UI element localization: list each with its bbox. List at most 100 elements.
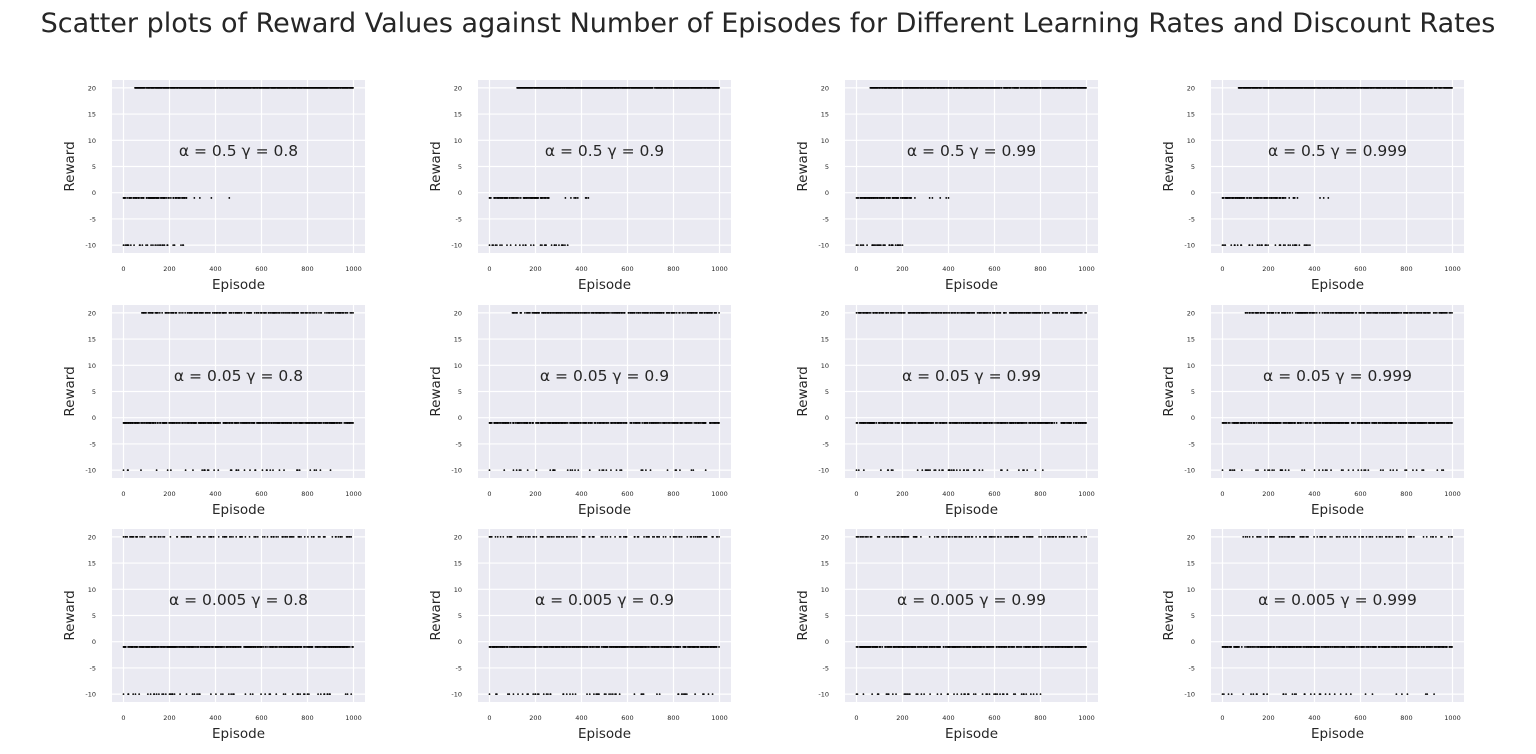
data-point: [662, 311, 665, 314]
data-point: [945, 311, 948, 314]
data-point: [165, 422, 168, 424]
data-point: [1023, 311, 1026, 314]
data-point: [272, 469, 274, 472]
data-point: [855, 311, 858, 314]
x-tick-label: 0: [121, 490, 125, 498]
data-point: [228, 422, 231, 424]
data-point: [1265, 244, 1268, 247]
data-point: [1065, 422, 1068, 424]
data-point: [1406, 311, 1409, 314]
data-point: [1017, 86, 1020, 89]
data-point: [279, 422, 281, 424]
data-point: [1442, 469, 1445, 472]
data-point: [243, 311, 246, 314]
data-point: [666, 469, 669, 472]
data-point: [181, 422, 184, 424]
series-reward--10: [855, 469, 1044, 472]
data-point: [862, 469, 865, 472]
data-point: [1237, 422, 1240, 424]
data-point: [564, 244, 566, 247]
data-point: [164, 197, 166, 199]
data-point: [197, 535, 199, 538]
data-point: [607, 422, 610, 424]
data-point: [1425, 422, 1428, 424]
series-reward--10: [855, 244, 904, 247]
data-point: [1300, 422, 1303, 424]
data-point: [1283, 197, 1286, 199]
data-point: [889, 197, 891, 199]
data-point: [518, 197, 520, 199]
y-tick-label: 20: [88, 533, 96, 541]
data-point: [899, 244, 902, 247]
data-point: [1085, 311, 1087, 314]
parameter-annotation: α = 0.5 γ = 0.99: [907, 142, 1036, 160]
data-point: [550, 244, 553, 247]
data-point: [302, 422, 305, 424]
x-tick-label: 200: [1262, 265, 1274, 273]
data-point: [1431, 86, 1434, 89]
data-point: [1395, 422, 1398, 424]
data-point: [999, 311, 1002, 314]
series-reward--10: [488, 469, 707, 472]
data-point: [580, 422, 582, 424]
data-point: [868, 311, 871, 314]
data-point: [509, 422, 512, 424]
y-tick-label: 20: [88, 309, 96, 317]
data-point: [1268, 469, 1271, 472]
data-point: [619, 469, 622, 472]
data-point: [603, 422, 606, 424]
data-point: [140, 469, 142, 472]
data-point: [978, 469, 981, 472]
data-point: [179, 422, 181, 424]
data-point: [1005, 311, 1007, 314]
data-point: [1284, 244, 1286, 247]
data-point: [488, 244, 491, 247]
data-point: [541, 244, 543, 247]
data-point: [198, 197, 201, 199]
data-point: [1420, 311, 1423, 314]
data-point: [1314, 311, 1316, 314]
data-point: [1321, 311, 1324, 314]
data-point: [518, 469, 521, 472]
data-point: [565, 422, 568, 424]
data-point: [956, 422, 959, 424]
data-point: [1367, 469, 1370, 472]
data-point: [581, 311, 584, 314]
y-tick-label: 5: [92, 163, 96, 171]
data-point: [693, 311, 696, 314]
data-point: [182, 244, 185, 247]
x-tick-label: 1000: [1444, 490, 1461, 498]
data-point: [283, 311, 285, 314]
data-point: [891, 422, 894, 424]
data-point: [492, 244, 495, 247]
y-tick-label: 0: [1191, 189, 1195, 197]
data-point: [895, 311, 897, 314]
y-tick-label: 15: [821, 111, 829, 119]
data-point: [1342, 422, 1345, 424]
data-point: [1363, 469, 1366, 472]
data-point: [879, 422, 881, 424]
data-point: [927, 469, 930, 472]
data-point: [1330, 469, 1332, 472]
data-point: [139, 535, 141, 538]
data-point: [1309, 244, 1311, 247]
data-point: [1000, 86, 1003, 89]
data-point: [937, 422, 939, 424]
data-point: [519, 197, 522, 199]
data-point: [539, 244, 542, 247]
data-point: [1352, 311, 1355, 314]
data-point: [346, 535, 349, 538]
data-point: [948, 311, 951, 314]
x-tick-label: 1000: [345, 714, 362, 722]
data-point: [1070, 311, 1073, 314]
data-point: [1348, 311, 1351, 314]
data-point: [512, 422, 515, 424]
data-point: [989, 311, 992, 314]
data-point: [139, 244, 141, 247]
y-tick-label: 15: [821, 336, 829, 344]
data-point: [210, 422, 213, 424]
data-point: [202, 311, 204, 314]
data-point: [575, 311, 578, 314]
data-point: [195, 422, 198, 424]
data-point: [1286, 422, 1288, 424]
